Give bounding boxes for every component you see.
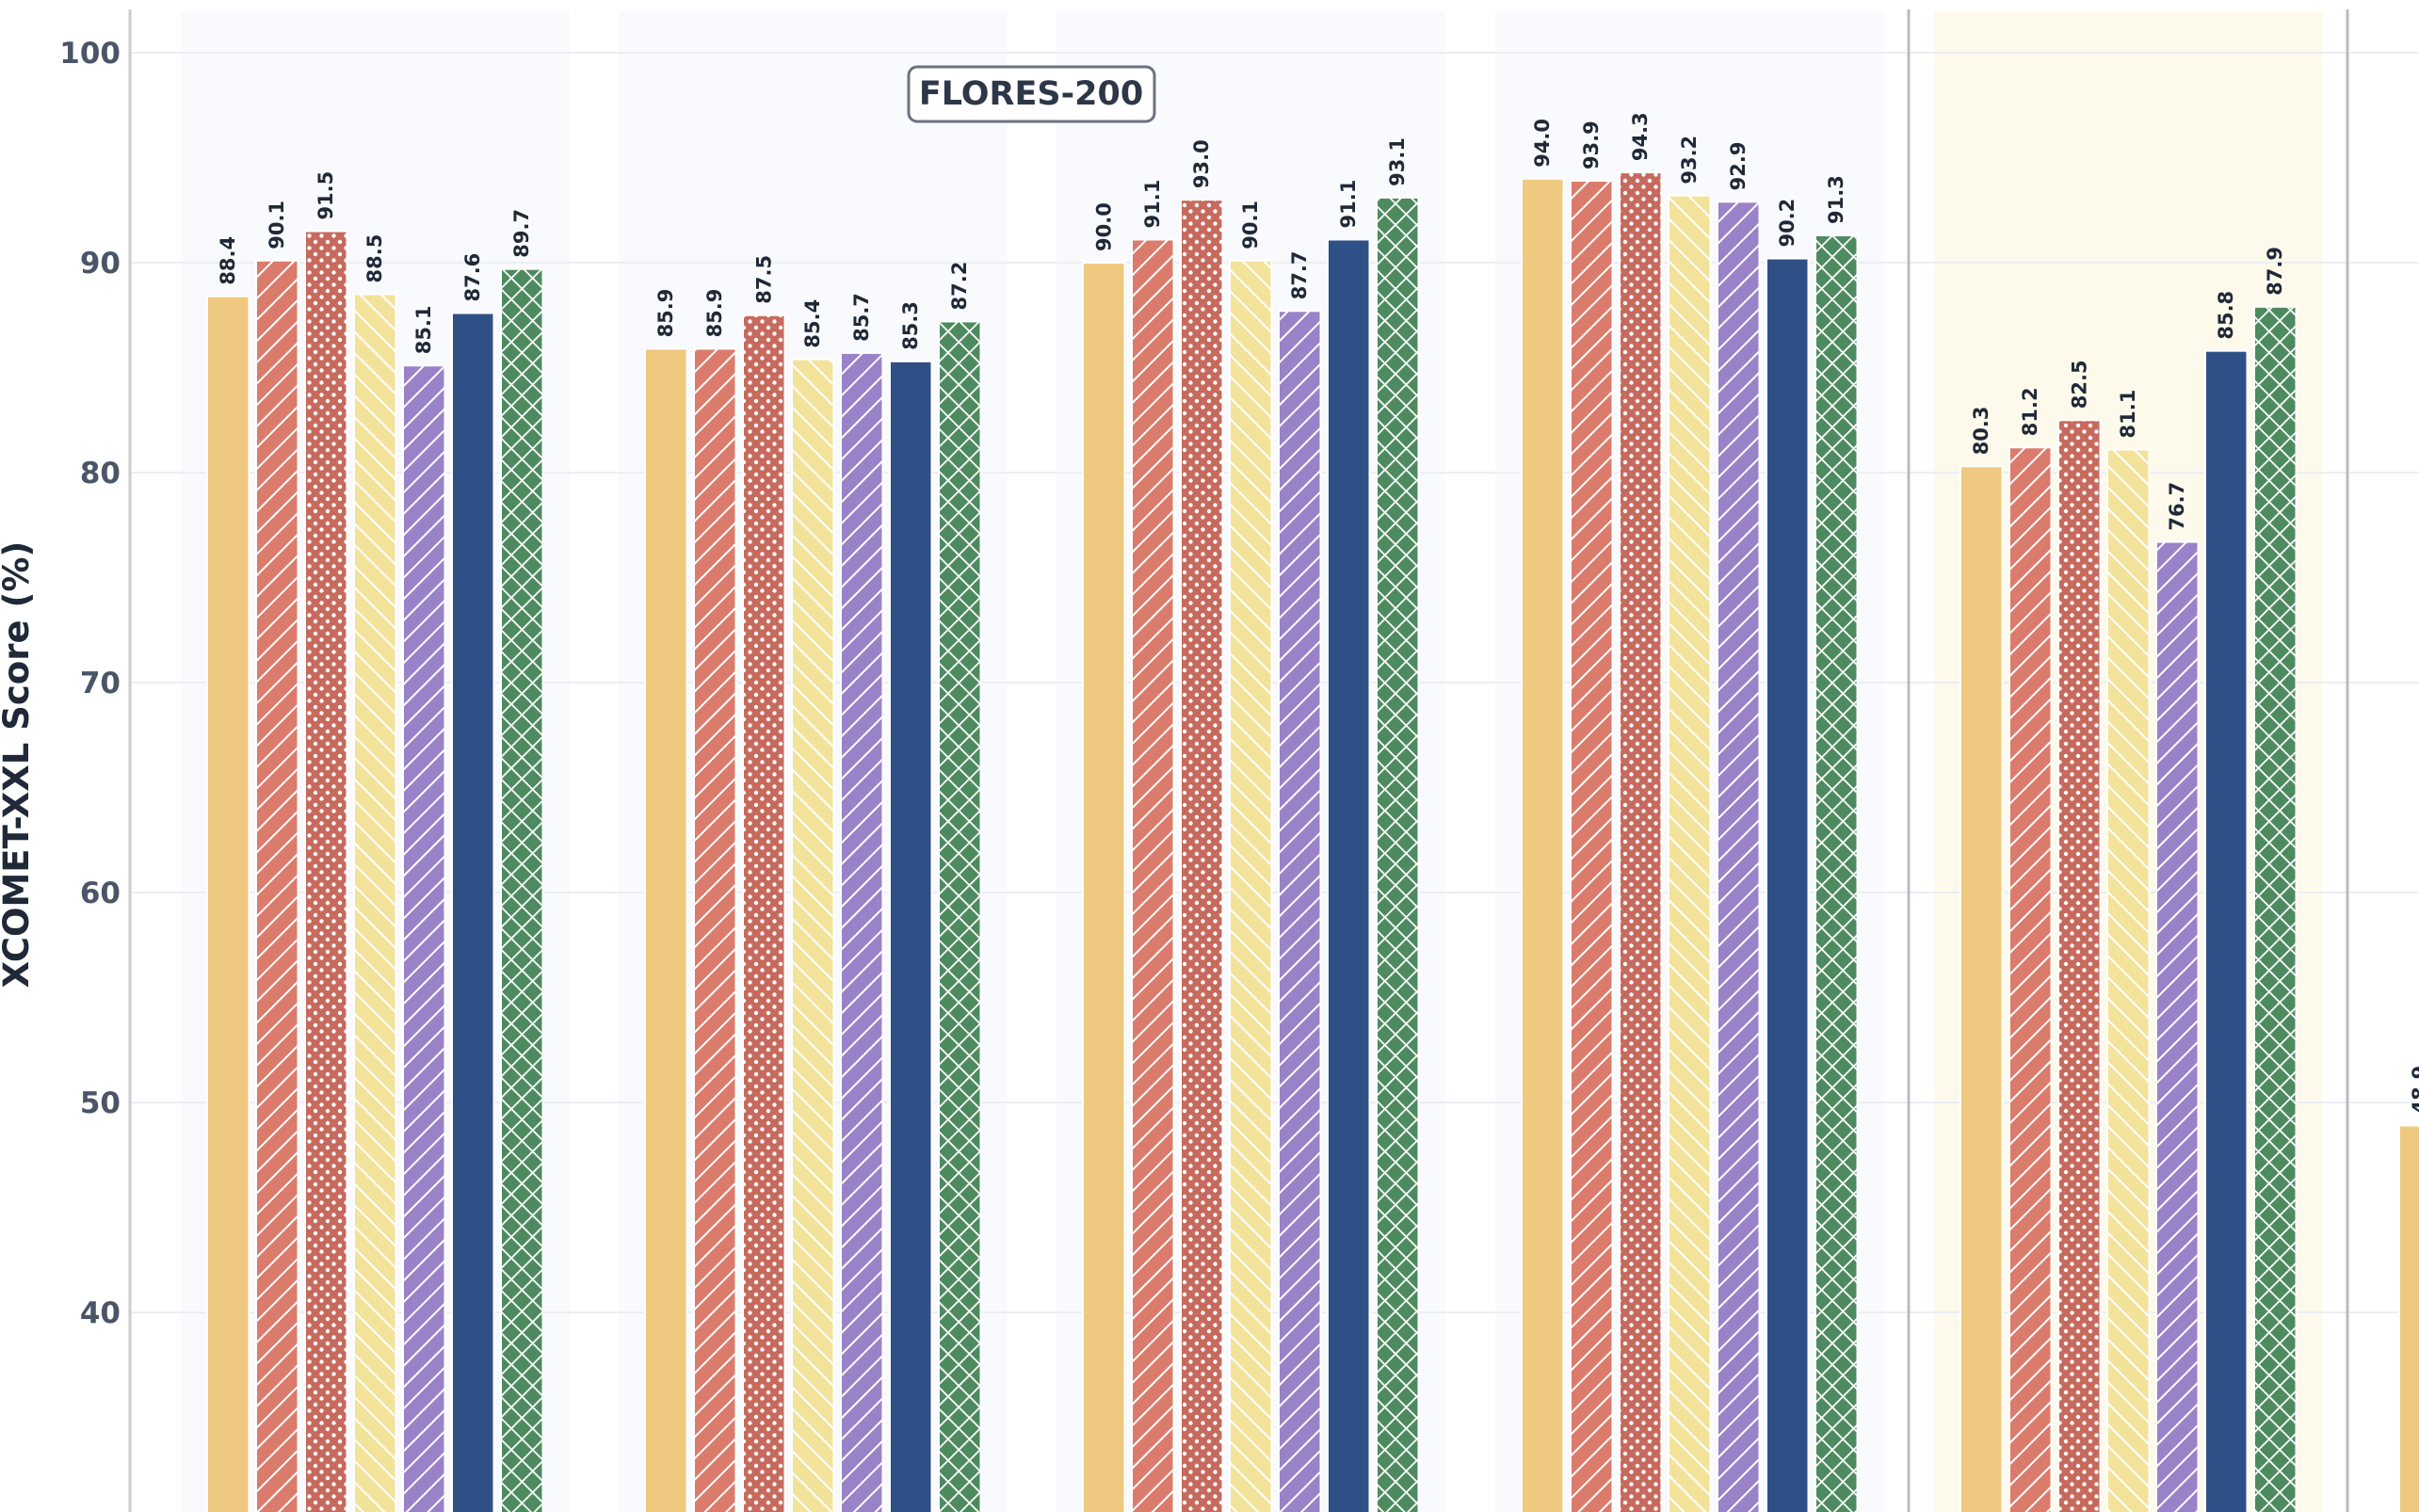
y-tick-label: 100	[59, 37, 121, 71]
panel-title-box	[907, 65, 1156, 123]
panel-title: FLORES-200	[919, 75, 1143, 113]
bar-value-label: 91.3	[1825, 175, 1847, 224]
bar-value-label: 90.1	[1239, 201, 1262, 249]
bar-value-label: 91.5	[314, 171, 337, 220]
bar-pattern	[694, 348, 736, 1512]
bar-pattern	[1279, 311, 1321, 1512]
bar-value-label: 89.7	[510, 209, 533, 258]
bar	[1959, 465, 2004, 1512]
bar-pattern	[1132, 239, 1174, 1512]
bar	[889, 360, 933, 1512]
bar-value-label: 94.3	[1629, 112, 1652, 161]
bar	[2204, 349, 2249, 1512]
bar-value-label: 85.9	[703, 289, 726, 338]
bar	[206, 295, 250, 1512]
bar	[644, 347, 688, 1512]
bar-value-label: 93.9	[1580, 121, 1603, 169]
bar-value-label: 81.2	[2019, 387, 2041, 436]
bar-pattern	[2058, 420, 2101, 1512]
y-tick-label: 80	[80, 457, 121, 491]
bar-pattern	[1815, 235, 1858, 1512]
y-axis-title: XCOMET-XXL Score (%)	[0, 541, 37, 989]
bar-pattern	[403, 365, 445, 1512]
bar-value-label: 93.0	[1190, 139, 1213, 188]
y-tick-label: 90	[80, 247, 121, 281]
y-tick-label: 70	[80, 667, 121, 700]
bar-pattern	[256, 260, 298, 1512]
bar-value-label: 82.5	[2068, 360, 2090, 409]
bar-pattern	[354, 294, 396, 1512]
bar-pattern	[1230, 260, 1272, 1512]
bar-pattern	[1377, 197, 1419, 1512]
bar-value-label: 87.2	[948, 262, 971, 311]
bar-pattern	[1669, 195, 1711, 1512]
bar-value-label: 85.1	[412, 305, 435, 354]
bar-value-label: 88.5	[363, 234, 386, 283]
bar-value-label: 90.1	[266, 201, 288, 249]
bar-pattern	[1620, 172, 1662, 1512]
bar-pattern	[792, 359, 834, 1512]
bar	[1327, 238, 1371, 1512]
bar-pattern	[2009, 447, 2052, 1512]
bar-value-label: 87.6	[461, 253, 484, 302]
bar-value-label: 80.3	[1970, 406, 1992, 455]
bar-value-label: 76.7	[2166, 482, 2188, 531]
bar-value-label: 91.1	[1337, 180, 1360, 229]
bar-value-label: 81.1	[2117, 390, 2139, 439]
bar-pattern	[841, 352, 883, 1512]
y-tick-label: 60	[80, 877, 121, 910]
bar	[1082, 262, 1126, 1512]
bar-pattern	[2156, 541, 2199, 1512]
bar	[1521, 177, 1565, 1512]
y-tick-label: 40	[80, 1296, 121, 1330]
bar-pattern	[305, 231, 347, 1512]
bar-value-label: 90.2	[1776, 199, 1798, 248]
bar-pattern	[743, 314, 785, 1512]
bar-value-label: 93.2	[1678, 136, 1701, 185]
bar-value-label: 48.9	[2409, 1066, 2419, 1115]
bar-value-label: 93.1	[1386, 137, 1409, 186]
bar-pattern	[1571, 181, 1613, 1512]
bar-pattern	[501, 268, 543, 1512]
bar-pattern	[2107, 449, 2150, 1512]
bar-pattern	[939, 321, 981, 1512]
bar-pattern	[2254, 306, 2297, 1512]
bar-value-label: 85.3	[899, 301, 922, 350]
bar-value-label: 92.9	[1727, 142, 1750, 191]
bar	[1766, 257, 1810, 1512]
bar-value-label: 94.0	[1531, 119, 1554, 168]
bar-value-label: 87.7	[1288, 250, 1311, 299]
bar-value-label: 85.4	[801, 299, 824, 348]
bar-value-label: 87.9	[2264, 247, 2286, 296]
bar	[451, 312, 495, 1512]
bar-value-label: 90.0	[1092, 202, 1115, 251]
bar-pattern	[1181, 200, 1223, 1512]
bar	[2398, 1124, 2419, 1512]
bar-value-label: 85.9	[654, 289, 677, 338]
bar-value-label: 87.5	[752, 255, 775, 304]
bar-value-label: 88.4	[217, 236, 239, 285]
bar-value-label: 85.8	[2215, 291, 2237, 340]
bar-value-label: 85.7	[850, 293, 873, 342]
bar-value-label: 91.1	[1141, 180, 1164, 229]
bar-pattern	[1717, 201, 1760, 1512]
y-tick-label: 50	[80, 1086, 121, 1120]
